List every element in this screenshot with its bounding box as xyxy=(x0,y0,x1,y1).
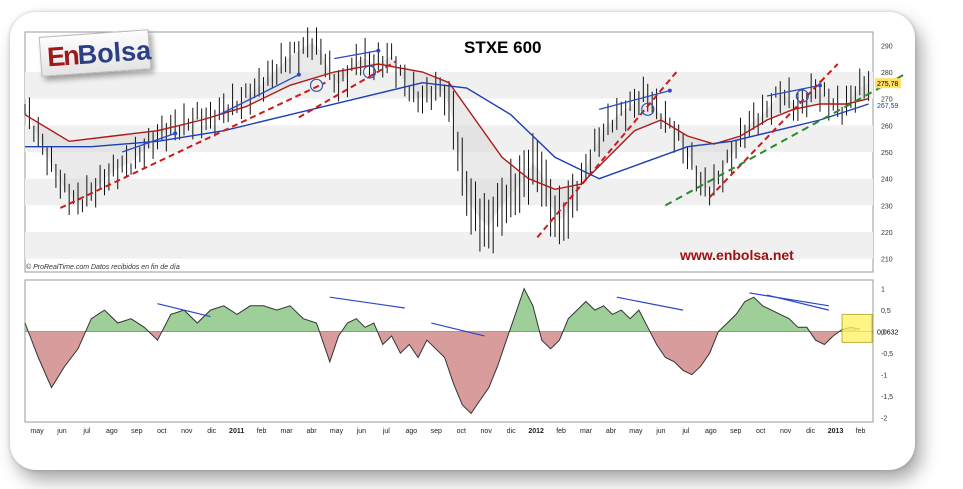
price-y-tick-label: 280 xyxy=(881,70,893,77)
x-tick-label: 2013 xyxy=(828,428,844,435)
oscillator-y-tick-label: -0,5 xyxy=(881,351,893,358)
oscillator-y-tick-label: -1 xyxy=(881,373,887,380)
x-tick-label: sep xyxy=(431,428,442,435)
x-tick-label: jun xyxy=(56,428,66,435)
oscillator-divergence-arrow xyxy=(329,296,405,309)
x-tick-label: jul xyxy=(382,428,390,435)
x-tick-label: nov xyxy=(481,428,493,435)
x-tick-label: mar xyxy=(580,428,593,435)
trend-arrow xyxy=(334,50,379,60)
x-tick-label: jun xyxy=(356,428,366,435)
x-tick-label: sep xyxy=(730,428,741,435)
oscillator-divergence-arrow xyxy=(157,303,211,318)
x-tick-label: abr xyxy=(306,428,317,435)
data-credit: © ProRealTime.com Datos recibidos en fin… xyxy=(26,264,180,271)
trend-arrow xyxy=(766,84,821,97)
oscillator-y-tick-label: 0 xyxy=(881,330,885,337)
x-tick-label: oct xyxy=(457,428,466,435)
red-support-line xyxy=(298,60,397,119)
ma-red-line xyxy=(24,63,869,191)
price-y-tick-label: 270 xyxy=(881,97,893,104)
x-tick-label: oct xyxy=(157,428,166,435)
breakout-circle xyxy=(641,102,655,116)
logo-text-en: En xyxy=(46,40,79,73)
oscillator-positive-area xyxy=(25,288,860,332)
x-tick-label: ago xyxy=(106,428,118,435)
price-y-tick-label: 260 xyxy=(881,123,893,130)
x-tick-label: dic xyxy=(806,428,815,435)
x-tick-label: 2011 xyxy=(229,428,244,435)
trend-arrow-head xyxy=(296,72,301,77)
x-tick-label: nov xyxy=(181,428,193,435)
trend-arrow xyxy=(121,132,176,153)
trend-arrow xyxy=(219,74,300,116)
x-tick-label: 2012 xyxy=(528,428,544,435)
x-tick-label: abr xyxy=(606,428,617,435)
x-tick-label: feb xyxy=(257,428,267,435)
trend-arrow xyxy=(599,90,670,110)
x-tick-label: may xyxy=(330,428,344,435)
x-tick-label: jul xyxy=(681,428,689,435)
breakout-circle xyxy=(309,78,324,92)
breakout-circle xyxy=(795,89,809,103)
x-tick-label: jul xyxy=(82,428,90,435)
oscillator-highlight-box xyxy=(841,313,873,343)
ma-blue-line xyxy=(25,81,869,180)
price-y-tick-label: 240 xyxy=(881,177,893,184)
oscillator-y-tick-label: -1,5 xyxy=(881,394,893,401)
green-support-line xyxy=(664,73,905,207)
ma-value-label: 267,59 xyxy=(877,103,899,110)
oscillator-divergence-arrow xyxy=(616,296,684,311)
x-tick-label: sep xyxy=(131,428,142,435)
price-y-tick-label: 290 xyxy=(881,43,893,50)
price-grid-band xyxy=(25,232,873,259)
oscillator-y-tick-label: 1 xyxy=(881,287,885,294)
price-y-tick-label: 220 xyxy=(881,230,893,237)
x-tick-label: ago xyxy=(705,428,717,435)
x-tick-label: mar xyxy=(281,428,294,435)
breakout-circle xyxy=(362,65,377,79)
x-tick-label: ago xyxy=(405,428,417,435)
oscillator-divergence-arrow xyxy=(749,292,829,307)
price-y-tick-label: 250 xyxy=(881,150,893,157)
x-tick-label: feb xyxy=(856,428,866,435)
trend-arrow-head xyxy=(376,48,381,53)
last-price-label: 275,78 xyxy=(877,81,899,88)
x-tick-label: oct xyxy=(756,428,765,435)
oscillator-y-tick-label: 0,5 xyxy=(881,308,891,315)
logo-text-bolsa: Bolsa xyxy=(76,35,153,71)
x-tick-label: dic xyxy=(207,428,216,435)
red-support-line xyxy=(536,68,680,238)
red-support-line xyxy=(59,81,326,209)
oscillator-line xyxy=(24,287,860,415)
chart-title: STXE 600 xyxy=(464,38,542,57)
red-support-line xyxy=(708,63,839,199)
x-tick-label: feb xyxy=(556,428,566,435)
price-label-box xyxy=(875,78,901,89)
oscillator-divergence-arrow xyxy=(431,322,485,337)
trend-arrow-head xyxy=(818,83,822,88)
price-grid-band xyxy=(25,178,873,206)
oscillator-value-label: 0,0632 xyxy=(877,330,899,337)
x-tick-label: nov xyxy=(780,428,792,435)
trend-arrow-head xyxy=(173,131,178,136)
price-y-tick-label: 230 xyxy=(881,203,893,210)
x-tick-label: dic xyxy=(507,428,516,435)
enbolsa-logo: EnBolsa xyxy=(38,29,153,77)
trend-arrow-head xyxy=(667,88,672,93)
price-y-tick-label: 210 xyxy=(881,257,893,264)
x-tick-label: may xyxy=(629,428,643,435)
website-url: www.enbolsa.net xyxy=(680,247,794,263)
x-tick-label: may xyxy=(30,428,44,435)
oscillator-y-tick-label: -2 xyxy=(881,416,887,423)
x-tick-label: jun xyxy=(655,428,665,435)
